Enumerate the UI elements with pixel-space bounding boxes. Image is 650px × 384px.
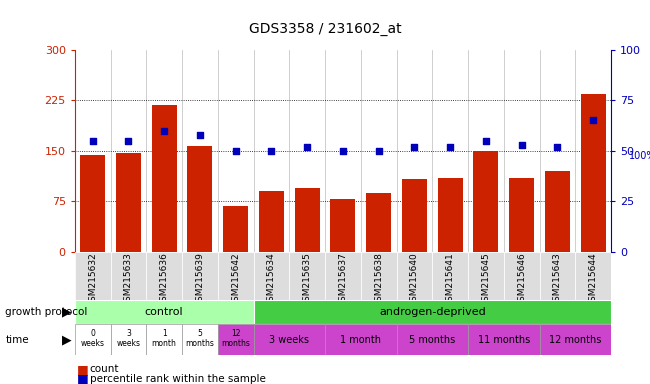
- Bar: [396, 252, 432, 300]
- Bar: [259, 191, 284, 252]
- Bar: [504, 252, 540, 300]
- Text: 3
weeks: 3 weeks: [116, 329, 140, 348]
- Text: ■: ■: [77, 363, 88, 376]
- Text: time: time: [5, 335, 29, 345]
- Text: ▶: ▶: [62, 333, 72, 346]
- Point: [373, 148, 384, 154]
- Bar: [218, 324, 254, 355]
- Text: 0
weeks: 0 weeks: [81, 329, 105, 348]
- Bar: [325, 324, 396, 355]
- Bar: [254, 324, 325, 355]
- Bar: [540, 324, 611, 355]
- Text: 1 month: 1 month: [340, 335, 382, 345]
- Text: ▶: ▶: [62, 305, 72, 318]
- Text: 11 months: 11 months: [478, 335, 530, 345]
- Text: GSM215632: GSM215632: [88, 253, 97, 307]
- Bar: [437, 178, 463, 252]
- Bar: [289, 252, 325, 300]
- Point: [124, 137, 134, 144]
- Bar: [361, 252, 396, 300]
- Text: count: count: [90, 364, 119, 374]
- Bar: [187, 146, 213, 252]
- Bar: [473, 151, 499, 252]
- Text: GDS3358 / 231602_at: GDS3358 / 231602_at: [249, 22, 401, 36]
- Text: GSM215639: GSM215639: [196, 253, 204, 307]
- Text: control: control: [145, 307, 183, 317]
- Bar: [182, 252, 218, 300]
- Text: 3 weeks: 3 weeks: [269, 335, 309, 345]
- Point: [159, 127, 169, 134]
- Text: GSM215640: GSM215640: [410, 253, 419, 307]
- Bar: [218, 252, 254, 300]
- Point: [516, 142, 526, 148]
- Text: 5 months: 5 months: [409, 335, 456, 345]
- Text: 5
months: 5 months: [185, 329, 214, 348]
- Text: GSM215638: GSM215638: [374, 253, 383, 307]
- Bar: [468, 252, 504, 300]
- Bar: [182, 324, 218, 355]
- Bar: [545, 171, 570, 252]
- Bar: [366, 193, 391, 252]
- Text: GSM215642: GSM215642: [231, 253, 240, 307]
- Text: 1
month: 1 month: [151, 329, 177, 348]
- Bar: [402, 179, 427, 252]
- Point: [338, 148, 348, 154]
- Text: 12 months: 12 months: [549, 335, 601, 345]
- Text: GSM215634: GSM215634: [267, 253, 276, 307]
- Text: GSM215644: GSM215644: [589, 253, 597, 307]
- Point: [445, 144, 455, 150]
- Y-axis label: 100%: 100%: [629, 151, 650, 161]
- Point: [195, 132, 205, 138]
- Point: [410, 144, 420, 150]
- Bar: [116, 153, 141, 252]
- Text: percentile rank within the sample: percentile rank within the sample: [90, 374, 266, 384]
- Point: [588, 118, 598, 124]
- Bar: [146, 252, 182, 300]
- Text: GSM215646: GSM215646: [517, 253, 526, 307]
- Bar: [111, 252, 146, 300]
- Bar: [254, 300, 611, 324]
- Text: GSM215637: GSM215637: [339, 253, 347, 307]
- Text: GSM215636: GSM215636: [160, 253, 168, 307]
- Text: GSM215641: GSM215641: [446, 253, 454, 307]
- Bar: [111, 324, 146, 355]
- Bar: [330, 199, 356, 252]
- Bar: [580, 94, 606, 252]
- Point: [481, 137, 491, 144]
- Bar: [75, 252, 110, 300]
- Bar: [509, 178, 534, 252]
- Text: GSM215645: GSM215645: [482, 253, 490, 307]
- Point: [230, 148, 240, 154]
- Text: growth protocol: growth protocol: [5, 307, 88, 317]
- Point: [302, 144, 312, 150]
- Text: GSM215643: GSM215643: [553, 253, 562, 307]
- Point: [266, 148, 277, 154]
- Text: GSM215633: GSM215633: [124, 253, 133, 307]
- Bar: [254, 252, 289, 300]
- Bar: [468, 324, 540, 355]
- Text: androgen-deprived: androgen-deprived: [379, 307, 486, 317]
- Bar: [146, 324, 182, 355]
- Bar: [325, 252, 361, 300]
- Bar: [223, 206, 248, 252]
- Text: ■: ■: [77, 372, 88, 384]
- Bar: [540, 252, 575, 300]
- Bar: [575, 252, 611, 300]
- Point: [552, 144, 563, 150]
- Point: [87, 137, 98, 144]
- Bar: [294, 188, 320, 252]
- Bar: [75, 324, 110, 355]
- Text: GSM215635: GSM215635: [303, 253, 311, 307]
- Bar: [396, 324, 468, 355]
- Bar: [80, 156, 105, 252]
- Bar: [432, 252, 468, 300]
- Text: 12
months: 12 months: [221, 329, 250, 348]
- Bar: [151, 105, 177, 252]
- Bar: [75, 300, 254, 324]
